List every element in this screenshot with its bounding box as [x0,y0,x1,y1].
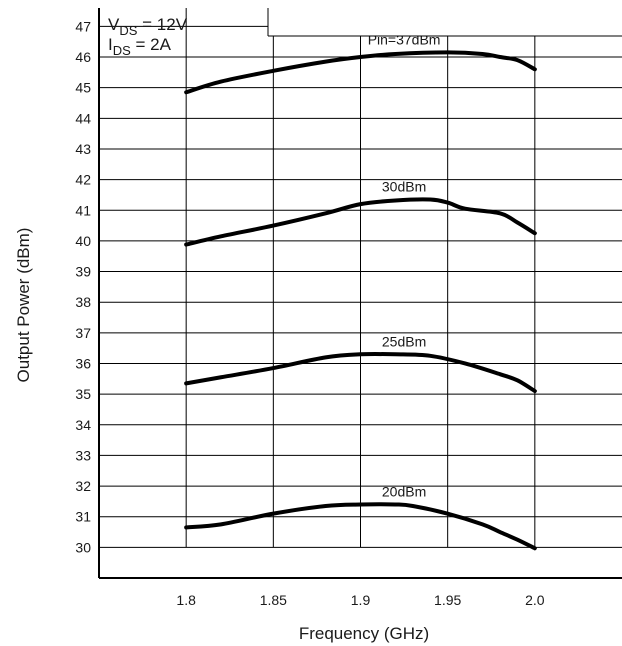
x-axis-title: Frequency (GHz) [299,624,429,643]
y-tick-label: 46 [75,49,91,65]
data-series [184,50,537,551]
operating-conditions: VDS = 12V IDS = 2A [108,15,188,58]
y-tick-label: 40 [75,233,91,249]
y-tick-label: 47 [75,18,91,34]
y-tick-label: 33 [75,447,91,463]
series-line-0 [184,50,537,95]
y-tick-label: 35 [75,386,91,402]
x-tick-label: 1.85 [260,592,287,608]
y-tick-label: 36 [75,355,91,371]
y-tick-label: 39 [75,264,91,280]
series-line-3 [184,502,537,551]
x-tick-label: 2.0 [525,592,545,608]
legend-backdrop [268,8,622,36]
x-tick-label: 1.8 [176,592,196,608]
y-tick-label: 38 [75,294,91,310]
series-label: 25dBm [382,333,426,349]
axis-ticks: 30 31 32 33 34 35 36 37 38 39 40 41 42 43 44 45 46 47 1.8 1… [75,18,544,608]
y-tick-label: 31 [75,509,91,525]
y-tick-label: 42 [75,172,91,188]
grid-lines [99,8,622,548]
x-tick-label: 1.9 [351,592,371,608]
series-label: 30dBm [382,179,426,195]
series-line-2 [184,351,537,394]
vds-condition: VDS = 12V [108,15,188,38]
series-label: 20dBm [382,483,426,499]
y-tick-label: 43 [75,141,91,157]
y-tick-label: 37 [75,325,91,341]
ids-condition: IDS = 2A [108,35,172,58]
x-tick-label: 1.95 [434,592,461,608]
y-tick-label: 45 [75,80,91,96]
series-line-1 [184,197,537,247]
y-axis-title: Output Power (dBm) [14,228,33,383]
y-tick-label: 30 [75,539,91,555]
y-tick-label: 34 [75,417,91,433]
y-tick-label: 41 [75,202,91,218]
y-tick-label: 32 [75,478,91,494]
y-tick-label: 44 [75,110,91,126]
